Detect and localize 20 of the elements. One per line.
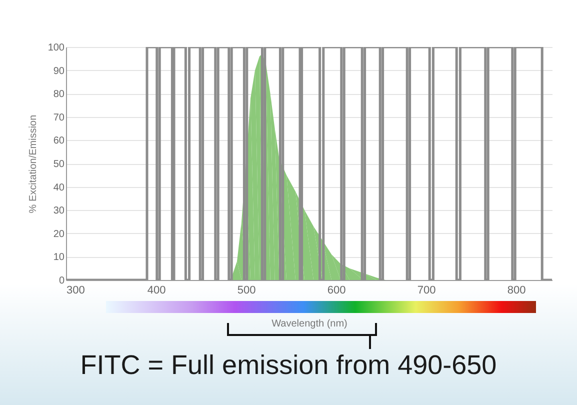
y-tick-label: 90 [53,66,65,77]
y-tick-label: 100 [48,42,65,54]
x-tick-label: 300 [66,284,85,296]
y-tick-label: 40 [53,182,65,194]
y-tick-label: 60 [53,136,65,147]
x-axis-title: Wavelength (nm) [272,318,348,330]
x-tick-label: 800 [507,284,526,296]
y-tick-label: 20 [53,228,65,240]
x-tick-label: 500 [237,284,256,296]
x-tick-label: 700 [417,284,436,296]
y-tick-label: 50 [53,159,65,170]
x-tick-label: 600 [327,284,346,296]
y-tick-label: 10 [53,252,65,264]
y-tick-label: 0 [58,276,65,286]
y-tick-label: 70 [53,112,65,124]
y-tick-label: 80 [53,89,65,100]
text: FITC = Full emission from 490-650 [79,350,498,381]
y-axis-title: % Excitation/Emission [28,114,39,214]
y-tick-label: 30 [53,206,65,217]
x-tick-label: 400 [147,284,166,296]
